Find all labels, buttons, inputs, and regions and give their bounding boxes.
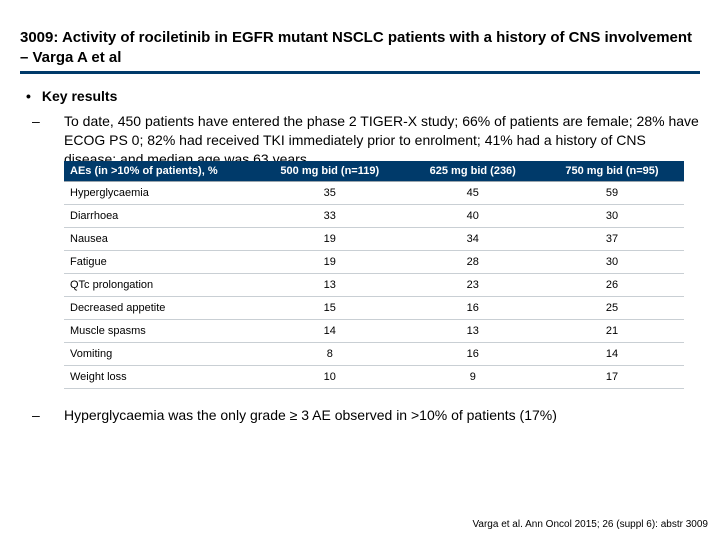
table-row: Hyperglycaemia354559 (64, 181, 684, 204)
ae-table: AEs (in >10% of patients), % 500 mg bid … (64, 161, 684, 389)
col-header-ae: AEs (in >10% of patients), % (64, 161, 254, 182)
ae-value-cell: 37 (540, 227, 684, 250)
ae-value-cell: 23 (406, 273, 540, 296)
table-header-row: AEs (in >10% of patients), % 500 mg bid … (64, 161, 684, 182)
section-header-text: Key results (42, 88, 117, 104)
section-header: • Key results (26, 88, 700, 104)
ae-value-cell: 21 (540, 319, 684, 342)
table-row: Vomiting81614 (64, 342, 684, 365)
ae-value-cell: 26 (540, 273, 684, 296)
ae-value-cell: 30 (540, 250, 684, 273)
paragraph-text: To date, 450 patients have entered the p… (64, 113, 699, 167)
ae-name-cell: Decreased appetite (64, 296, 254, 319)
col-header-500: 500 mg bid (n=119) (254, 161, 406, 182)
ae-value-cell: 9 (406, 365, 540, 388)
ae-value-cell: 19 (254, 227, 406, 250)
ae-value-cell: 14 (540, 342, 684, 365)
ae-value-cell: 45 (406, 181, 540, 204)
ae-value-cell: 34 (406, 227, 540, 250)
ae-name-cell: Weight loss (64, 365, 254, 388)
ae-value-cell: 33 (254, 204, 406, 227)
ae-name-cell: Diarrhoea (64, 204, 254, 227)
ae-name-cell: QTc prolongation (64, 273, 254, 296)
ae-value-cell: 17 (540, 365, 684, 388)
ae-name-cell: Fatigue (64, 250, 254, 273)
table-row: Muscle spasms141321 (64, 319, 684, 342)
ae-value-cell: 16 (406, 342, 540, 365)
table-row: Diarrhoea334030 (64, 204, 684, 227)
ae-value-cell: 30 (540, 204, 684, 227)
ae-name-cell: Vomiting (64, 342, 254, 365)
table-row: QTc prolongation132326 (64, 273, 684, 296)
footnote: –Hyperglycaemia was the only grade ≥ 3 A… (48, 407, 700, 423)
ae-value-cell: 10 (254, 365, 406, 388)
ae-value-cell: 8 (254, 342, 406, 365)
ae-name-cell: Muscle spasms (64, 319, 254, 342)
table-row: Nausea193437 (64, 227, 684, 250)
dash-icon: – (48, 407, 64, 423)
table-row: Weight loss10917 (64, 365, 684, 388)
ae-value-cell: 13 (254, 273, 406, 296)
ae-value-cell: 40 (406, 204, 540, 227)
col-header-750: 750 mg bid (n=95) (540, 161, 684, 182)
col-header-625: 625 mg bid (236) (406, 161, 540, 182)
ae-value-cell: 28 (406, 250, 540, 273)
ae-name-cell: Nausea (64, 227, 254, 250)
ae-name-cell: Hyperglycaemia (64, 181, 254, 204)
ae-value-cell: 59 (540, 181, 684, 204)
ae-table-container: AEs (in >10% of patients), % 500 mg bid … (64, 161, 684, 389)
ae-value-cell: 25 (540, 296, 684, 319)
ae-value-cell: 14 (254, 319, 406, 342)
ae-value-cell: 35 (254, 181, 406, 204)
table-row: Decreased appetite151625 (64, 296, 684, 319)
footnote-text: Hyperglycaemia was the only grade ≥ 3 AE… (64, 407, 557, 423)
ae-value-cell: 13 (406, 319, 540, 342)
bullet-icon: • (26, 88, 38, 104)
citation: Varga et al. Ann Oncol 2015; 26 (suppl 6… (472, 519, 708, 530)
ae-value-cell: 15 (254, 296, 406, 319)
ae-value-cell: 16 (406, 296, 540, 319)
table-row: Fatigue192830 (64, 250, 684, 273)
slide-title: 3009: Activity of rociletinib in EGFR mu… (20, 28, 700, 74)
dash-icon: – (48, 112, 64, 131)
ae-value-cell: 19 (254, 250, 406, 273)
